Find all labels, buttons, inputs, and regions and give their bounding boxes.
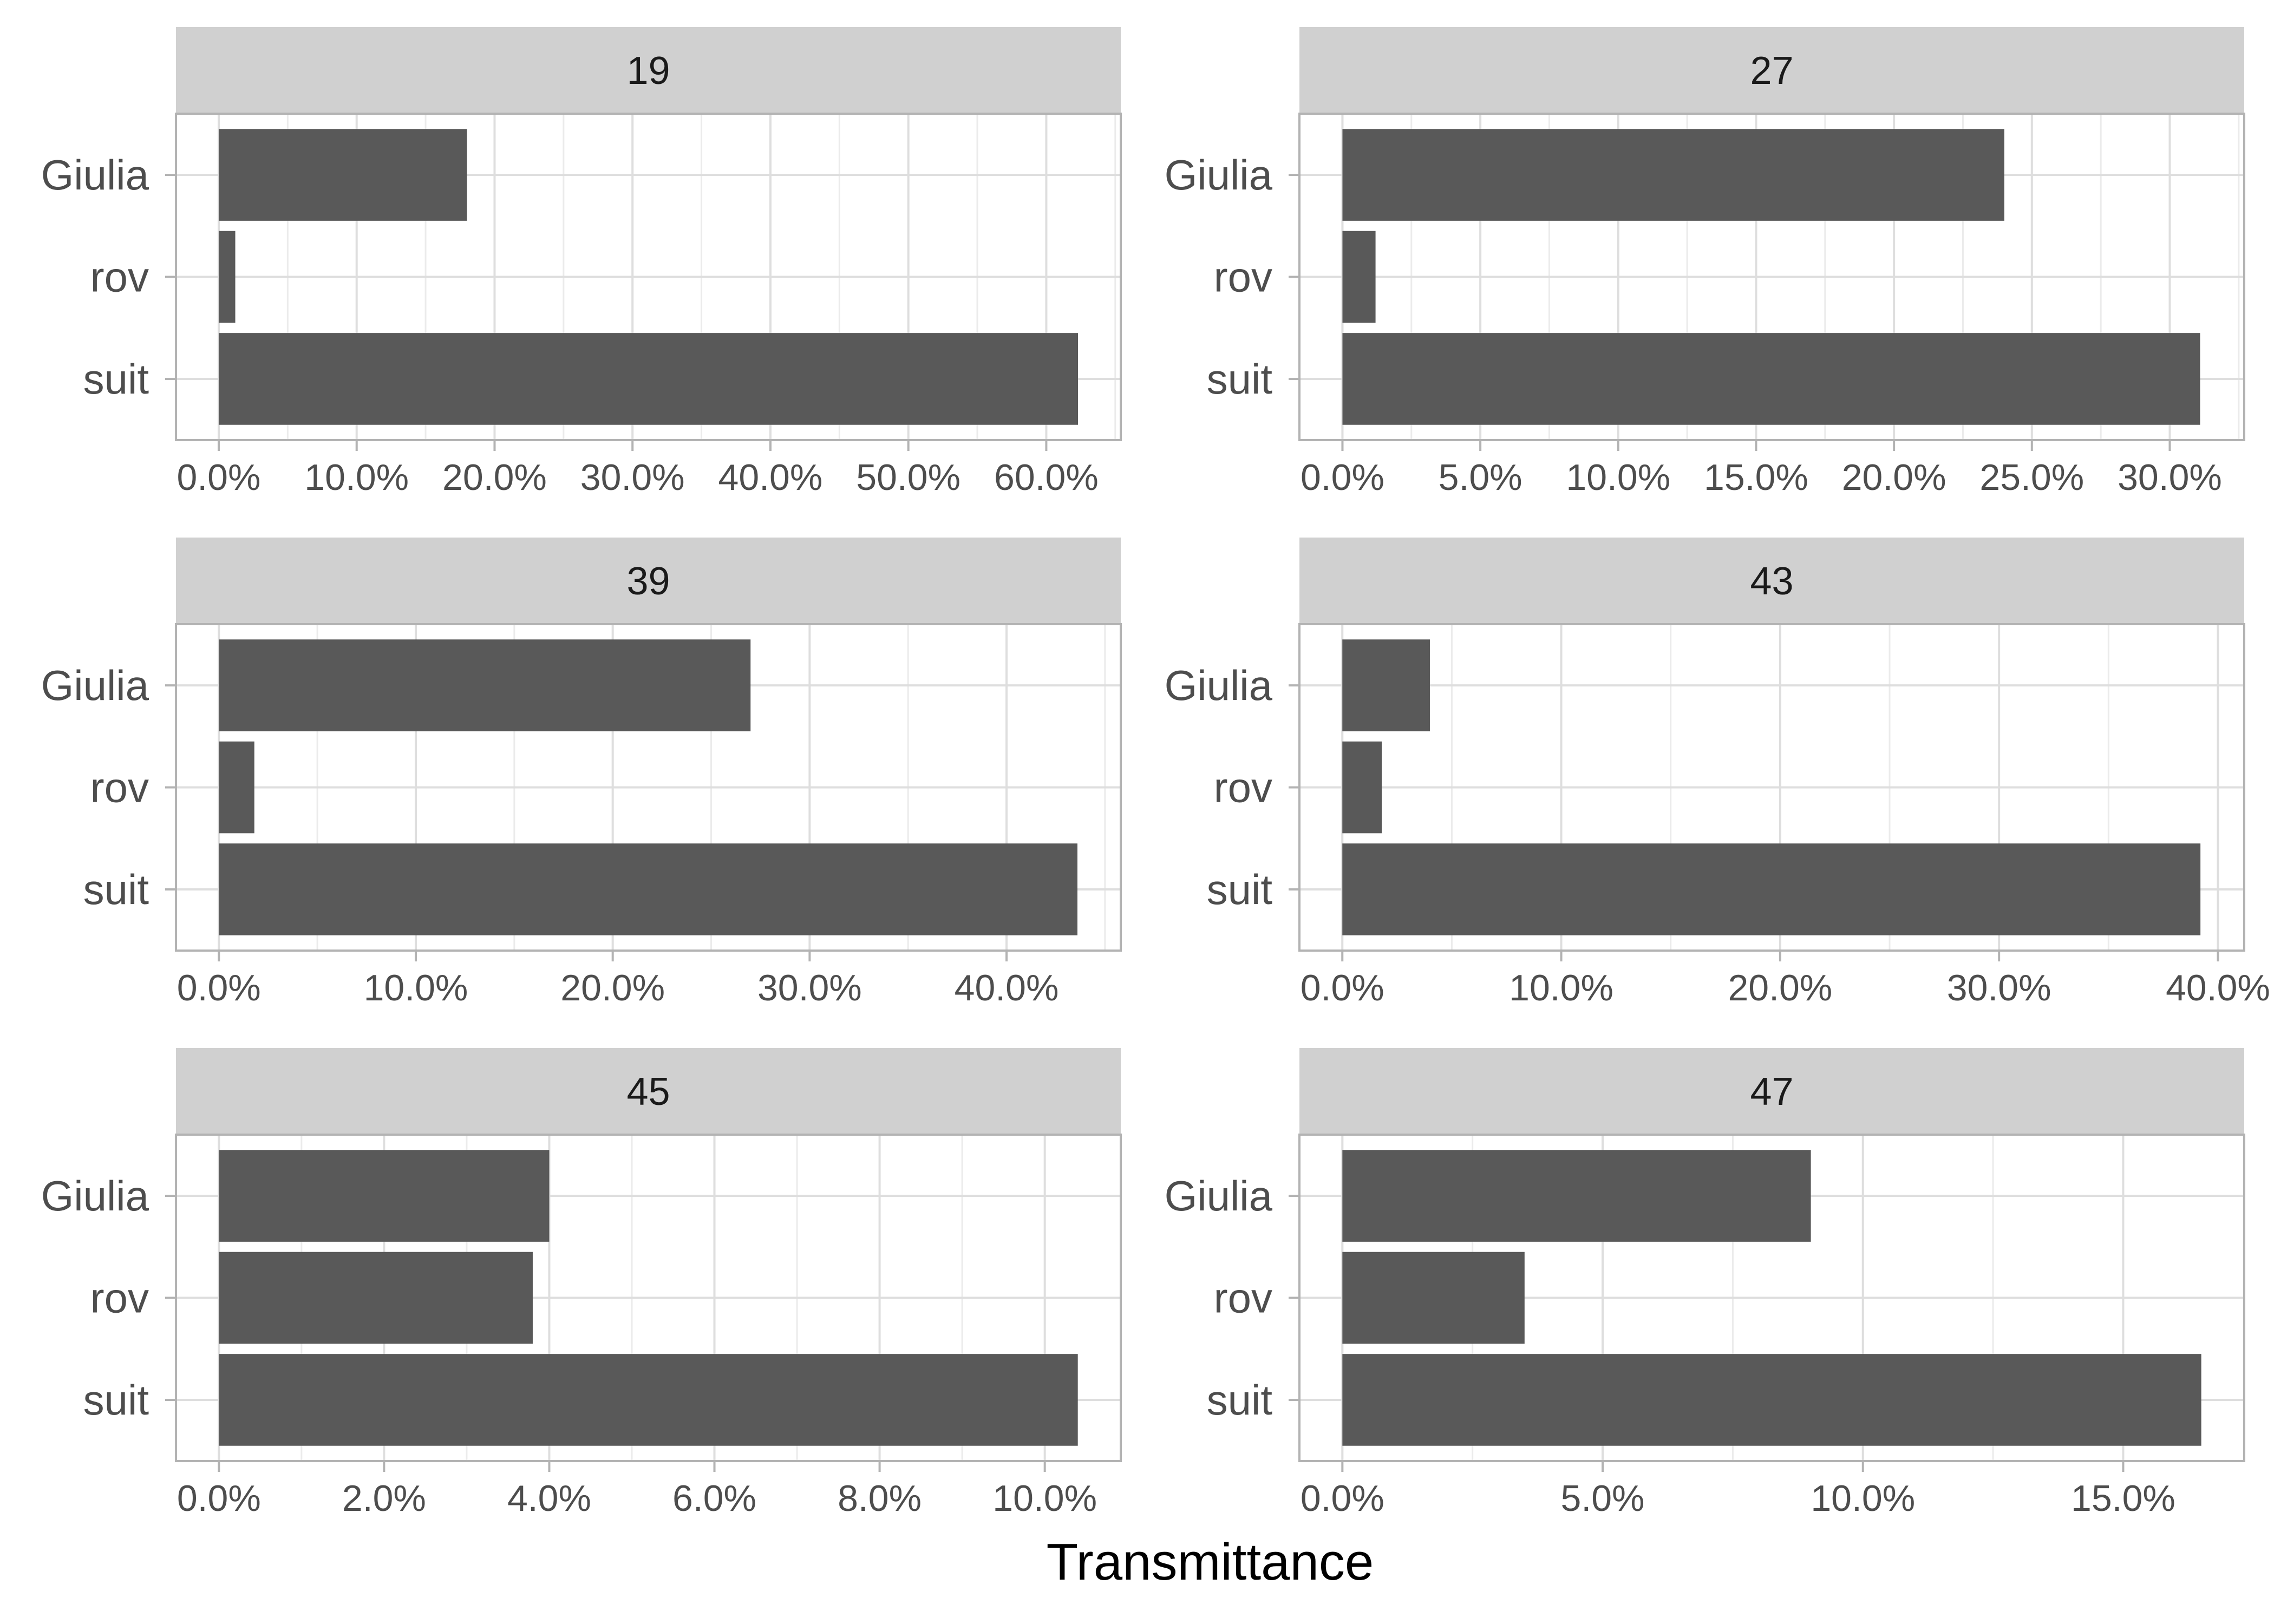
y-tick-label: Giulia bbox=[41, 1172, 149, 1220]
facet-strip-label: 19 bbox=[626, 49, 670, 93]
y-tick-label: rov bbox=[1214, 253, 1272, 301]
facet-strip-label: 27 bbox=[1750, 49, 1793, 93]
x-tick-label: 20.0% bbox=[560, 967, 665, 1009]
x-tick-label: 0.0% bbox=[177, 457, 260, 498]
y-tick-label: Giulia bbox=[1165, 151, 1273, 199]
x-tick-label: 8.0% bbox=[838, 1478, 922, 1519]
x-tick-label: 5.0% bbox=[1561, 1478, 1645, 1519]
y-tick-label: suit bbox=[1207, 866, 1273, 913]
bar-suit bbox=[218, 333, 1079, 425]
bar-suit bbox=[1342, 333, 2200, 425]
bar-suit bbox=[1342, 843, 2201, 935]
x-tick-label: 4.0% bbox=[507, 1478, 591, 1519]
x-tick-label: 10.0% bbox=[992, 1478, 1097, 1519]
facet-strip-label: 39 bbox=[626, 560, 670, 603]
bar-rov bbox=[1342, 1252, 1525, 1344]
facet-strip-label: 43 bbox=[1750, 560, 1793, 603]
y-tick-label: rov bbox=[90, 764, 149, 811]
x-tick-label: 0.0% bbox=[1301, 1478, 1384, 1519]
bar-rov bbox=[219, 1252, 533, 1344]
x-tick-label: 25.0% bbox=[1979, 457, 2084, 498]
facet-strip bbox=[176, 538, 1121, 624]
x-tick-label: 30.0% bbox=[580, 457, 685, 498]
facet-strip-label: 45 bbox=[626, 1070, 670, 1114]
x-tick-label: 40.0% bbox=[718, 457, 823, 498]
bar-Giulia bbox=[219, 1150, 550, 1242]
x-tick-label: 10.0% bbox=[364, 967, 468, 1009]
facet-strip bbox=[1299, 1048, 2244, 1135]
bar-rov bbox=[1342, 231, 1376, 323]
y-tick-label: suit bbox=[1207, 355, 1273, 403]
x-tick-label: 20.0% bbox=[1728, 967, 1832, 1009]
bar-rov bbox=[1342, 741, 1382, 834]
facet-panel-39: 39 suit rov Giulia 0.0% 10.0% 20.0% 30.0% 40.0% bbox=[41, 538, 1122, 1009]
bar-suit bbox=[219, 1354, 1078, 1446]
facet-strip-label: 47 bbox=[1750, 1070, 1793, 1114]
x-tick-label: 50.0% bbox=[856, 457, 960, 498]
facet-panel-47: 47 suit rov Giulia 0.0% 5.0% 10.0% 15.0% bbox=[1165, 1048, 2245, 1519]
bar-suit bbox=[219, 843, 1077, 935]
y-tick-label: rov bbox=[90, 253, 149, 301]
y-tick-label: Giulia bbox=[1165, 1172, 1273, 1220]
x-axis-title: Transmittance bbox=[1047, 1533, 1374, 1591]
x-tick-label: 60.0% bbox=[994, 457, 1099, 498]
y-tick-label: rov bbox=[1214, 764, 1272, 811]
x-tick-label: 0.0% bbox=[177, 967, 261, 1009]
facet-panel-45: 45 suit rov Giulia 0.0% 2.0% 4.0% 6.0% 8.0% 10.0% bbox=[41, 1048, 1122, 1519]
y-tick-label: suit bbox=[1207, 1376, 1273, 1424]
bar-suit bbox=[1342, 1354, 2201, 1446]
y-tick-label: suit bbox=[83, 355, 149, 403]
y-tick-label: Giulia bbox=[1165, 662, 1273, 709]
facet-strip bbox=[176, 27, 1121, 114]
facet-strip bbox=[1299, 538, 2244, 624]
y-tick-label: rov bbox=[90, 1274, 149, 1322]
facet-panel-27: 27 suit rov Giulia 0.0% 5.0% 10.0% 15.0% 20.0% 25… bbox=[1165, 27, 2245, 498]
x-tick-label: 40.0% bbox=[955, 967, 1059, 1009]
y-tick-label: suit bbox=[83, 1376, 149, 1424]
bar-rov bbox=[219, 741, 254, 834]
bar-rov bbox=[218, 231, 236, 323]
bar-Giulia bbox=[1342, 129, 2004, 221]
x-tick-label: 10.0% bbox=[1566, 457, 1670, 498]
facet-panel-19: 19 suit rov Giulia 0.0% 10.0% 20.0% 30.0% 40.0% 5… bbox=[41, 27, 1122, 498]
bar-Giulia bbox=[218, 129, 467, 221]
x-tick-label: 30.0% bbox=[2118, 457, 2222, 498]
x-tick-label: 20.0% bbox=[442, 457, 547, 498]
x-tick-label: 10.0% bbox=[1509, 967, 1613, 1009]
x-tick-label: 0.0% bbox=[177, 1478, 261, 1519]
x-tick-label: 20.0% bbox=[1842, 457, 1946, 498]
facet-strip bbox=[176, 1048, 1121, 1135]
x-tick-label: 5.0% bbox=[1439, 457, 1522, 498]
x-tick-label: 15.0% bbox=[2071, 1478, 2175, 1519]
x-tick-label: 40.0% bbox=[2166, 967, 2270, 1009]
bar-Giulia bbox=[1342, 639, 1430, 731]
x-tick-label: 15.0% bbox=[1704, 457, 1808, 498]
x-tick-label: 2.0% bbox=[342, 1478, 426, 1519]
x-tick-label: 0.0% bbox=[1301, 967, 1384, 1009]
facet-panel-43: 43 suit rov Giulia 0.0% 10.0% 20.0% 30.0% 40.0% bbox=[1165, 538, 2270, 1009]
x-tick-label: 30.0% bbox=[1947, 967, 2051, 1009]
y-tick-label: Giulia bbox=[41, 662, 149, 709]
x-tick-label: 6.0% bbox=[672, 1478, 756, 1519]
facet-panels: 19 suit rov Giulia 0.0% 10.0% 20.0% 30.0% 40.0% 5… bbox=[41, 27, 2270, 1519]
facet-strip bbox=[1299, 27, 2244, 114]
y-tick-label: Giulia bbox=[41, 151, 149, 199]
bar-Giulia bbox=[1342, 1150, 1811, 1242]
y-tick-label: rov bbox=[1214, 1274, 1272, 1322]
bar-Giulia bbox=[219, 639, 751, 731]
x-tick-label: 30.0% bbox=[757, 967, 862, 1009]
x-tick-label: 10.0% bbox=[1811, 1478, 1915, 1519]
y-tick-label: suit bbox=[83, 866, 149, 913]
x-tick-label: 10.0% bbox=[304, 457, 409, 498]
x-tick-label: 0.0% bbox=[1301, 457, 1384, 498]
